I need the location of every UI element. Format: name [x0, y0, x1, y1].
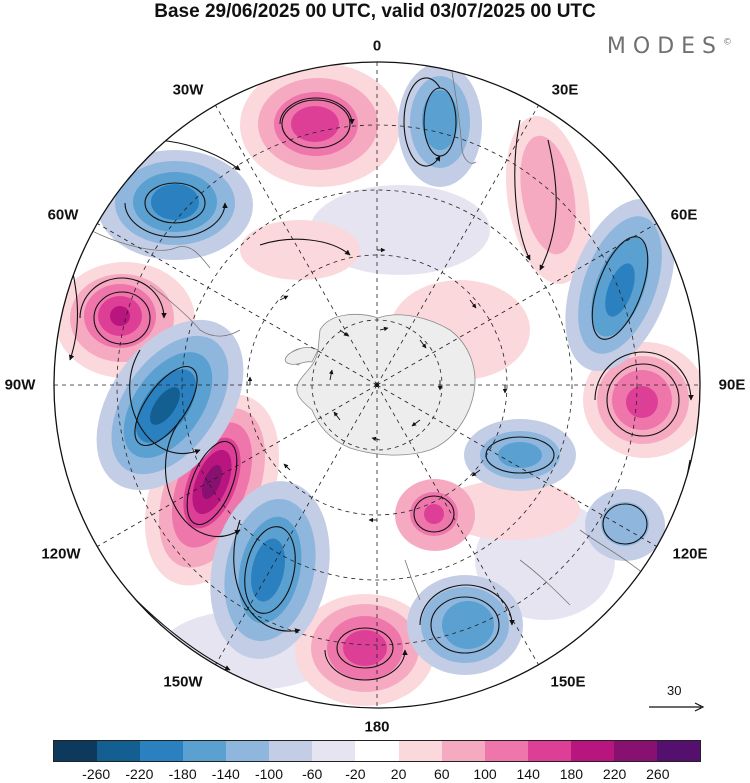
colorbar-swatch: [656, 741, 700, 761]
high-30e: [505, 116, 591, 284]
lon-label-150w: 150W: [163, 673, 203, 691]
reference-vector: 30: [647, 683, 707, 723]
colorbar: [53, 740, 701, 762]
africa-coast: [449, 62, 477, 164]
lon-label-30e: 30E: [551, 81, 579, 99]
colorbar-swatch: [570, 741, 614, 761]
south-america-coast: [89, 229, 241, 337]
colorbar-swatch: [398, 741, 442, 761]
colorbar-tick-label: 220: [602, 766, 627, 782]
lon-label-180: 180: [364, 718, 390, 736]
low-95w: [96, 319, 244, 491]
map-boundary: [53, 61, 701, 709]
lon-label-90e: 90E: [718, 376, 746, 394]
high-180: [295, 594, 435, 706]
south-pole-marker: [375, 383, 379, 387]
colorbar-swatch: [484, 741, 528, 761]
antarctic-peninsula: [284, 346, 319, 365]
colorbar-swatch: [613, 741, 657, 761]
colorbar-tick-label: 100: [473, 766, 497, 782]
map-title: Base 29/06/2025 00 UTC, valid 03/07/2025…: [154, 1, 596, 22]
colorbar-tick-label: -100: [254, 766, 284, 782]
brand-logo: MODES©: [606, 34, 732, 59]
wind-streamlines: [68, 77, 694, 691]
colorbar-swatch: [312, 741, 356, 761]
lon-label-150e: 150E: [550, 673, 586, 691]
lon-label-120w: 120W: [41, 545, 81, 563]
colorbar-ticks: -260 -220 -180 -140 -100 -60 -20 20 60 100 140 180 2…: [53, 766, 701, 782]
colorbar-tick-label: -60: [302, 766, 323, 782]
low-15e: [398, 63, 482, 187]
lon-label-30w: 30W: [172, 81, 204, 99]
lon-label-90w: 90W: [4, 376, 36, 394]
lon-label-120e: 120E: [672, 545, 708, 563]
low-120e: [464, 419, 576, 491]
colorbar-swatch: [97, 741, 141, 761]
lon-label-60w: 60W: [47, 206, 79, 224]
high-30w: [240, 63, 400, 187]
colorbar-tick-label: 140: [516, 766, 540, 782]
high-160e: [395, 479, 475, 551]
colorbar-tick-label: 260: [646, 766, 670, 782]
low-130e: [585, 489, 665, 561]
colorbar-tick-label: -260: [82, 766, 111, 782]
low-155e: [407, 575, 523, 675]
colorbar-tick-label: -180: [168, 766, 197, 782]
colorbar-tick-label: 60: [434, 766, 450, 782]
anomaly-field: [54, 62, 700, 708]
colorbar-swatch: [140, 741, 184, 761]
new-zealand-coast: [404, 559, 421, 601]
colorbar-swatch: [226, 741, 270, 761]
low-45w: [97, 150, 253, 260]
colorbar-swatch: [54, 741, 98, 761]
colorbar-tick-label: 20: [390, 766, 407, 782]
low-60e: [565, 198, 675, 372]
colorbar-swatch: [183, 741, 227, 761]
colorbar-swatch: [441, 741, 485, 761]
lon-label-0: 0: [372, 37, 382, 55]
small-wind-vectors: [247, 247, 508, 523]
reference-vector-label: 30: [667, 683, 682, 698]
colorbar-tick-label: -220: [125, 766, 154, 782]
reference-vector-arrow-icon: [649, 702, 705, 712]
lon-label-60e: 60E: [670, 206, 698, 224]
colorbar-swatch: [269, 741, 313, 761]
colorbar-swatch: [527, 741, 571, 761]
colorbar-swatch: [355, 741, 399, 761]
colorbar-tick-label: -20: [345, 766, 366, 782]
colorbar-tick-label: -140: [211, 766, 240, 782]
colorbar-tick-label: 180: [559, 766, 584, 782]
